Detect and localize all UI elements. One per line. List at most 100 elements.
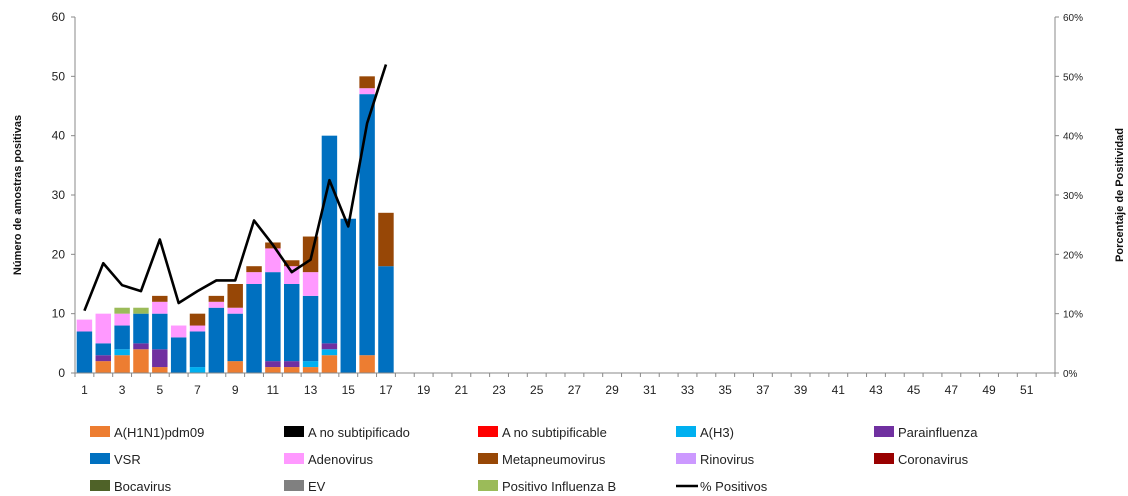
bar-segment-vsr-12 — [284, 284, 300, 362]
legend-label-positivos: % Positivos — [700, 479, 768, 494]
bar-segment-a-h1n1-pdm09-9 — [227, 361, 243, 373]
x-tick-label: 39 — [794, 383, 808, 397]
legend-swatch-coronavirus — [874, 453, 894, 464]
bar-segment-a-h1n1-pdm09-13 — [302, 367, 319, 373]
bar-segment-a-h1n1-pdm09-11 — [265, 367, 281, 373]
bar-segment-positivo-influenza-b-3 — [114, 307, 130, 314]
x-tick-label: 19 — [417, 383, 431, 397]
x-tick-label: 25 — [530, 383, 544, 397]
bar-segment-adenovirus-1 — [76, 319, 93, 332]
y2-tick-label: 10% — [1063, 310, 1083, 321]
bar-segment-metapneumovirus-7 — [189, 313, 206, 326]
legend-swatch-rinovirus — [676, 453, 696, 464]
y-tick-label: 60 — [52, 10, 66, 24]
x-tick-label: 17 — [379, 383, 393, 397]
legend-label-adenovirus: Adenovirus — [308, 452, 374, 467]
bar-segment-adenovirus-16 — [359, 88, 375, 95]
y-tick-label: 10 — [52, 307, 66, 321]
y2-tick-label: 0% — [1063, 369, 1078, 380]
bar-segment-vsr-17 — [378, 266, 394, 373]
x-tick-label: 27 — [568, 383, 582, 397]
y2-tick-label: 50% — [1063, 72, 1083, 83]
bar-segment-a-h3--14 — [321, 349, 338, 356]
bar-segment-a-h1n1-pdm09-12 — [284, 367, 300, 373]
bar-segment-vsr-11 — [265, 272, 281, 362]
legend-label-vsr: VSR — [114, 452, 141, 467]
legend-label-a-no-subtipificado: A no subtipificado — [308, 425, 410, 440]
bar-segment-adenovirus-13 — [302, 272, 319, 296]
legend-label-bocavirus: Bocavirus — [114, 479, 172, 494]
legend-swatch-a-h1n1-pdm09 — [90, 426, 110, 437]
bar-segment-vsr-5 — [152, 313, 168, 350]
bar-segment-a-h3--7 — [189, 367, 206, 373]
bar-segment-parainfluenza-5 — [152, 349, 168, 368]
x-tick-label: 47 — [945, 383, 959, 397]
y-tick-label: 40 — [52, 129, 66, 143]
x-tick-label: 23 — [492, 383, 506, 397]
x-tick-label: 7 — [194, 383, 201, 397]
legend-swatch-a-no-subtipificable — [478, 426, 498, 437]
x-tick-label: 37 — [756, 383, 770, 397]
bar-segment-a-h1n1-pdm09-4 — [133, 349, 149, 373]
bar-segment-a-h1n1-pdm09-14 — [321, 355, 338, 373]
bar-segment-vsr-13 — [302, 295, 319, 362]
bar-segment-a-h1n1-pdm09-16 — [359, 355, 375, 373]
bar-segment-metapneumovirus-5 — [152, 295, 168, 302]
bar-segment-adenovirus-7 — [189, 325, 206, 332]
bar-segment-vsr-2 — [95, 343, 111, 356]
bar-segment-parainfluenza-12 — [284, 361, 300, 368]
y2-axis-label: Porcentaje de Positividad — [1114, 128, 1126, 262]
bar-segment-adenovirus-2 — [95, 313, 111, 344]
legend-label-a-h3: A(H3) — [700, 425, 734, 440]
legend-label-a-h1n1-pdm09: A(H1N1)pdm09 — [114, 425, 204, 440]
legend-swatch-ev — [284, 480, 304, 491]
legend-swatch-a-h3 — [676, 426, 696, 437]
bar-segment-vsr-7 — [189, 331, 206, 368]
line-series-percent-positive — [83, 64, 388, 312]
x-tick-label: 11 — [267, 383, 280, 397]
bar-segment-metapneumovirus-16 — [359, 76, 375, 89]
line-layer — [83, 64, 388, 312]
bar-segment-vsr-9 — [227, 313, 243, 362]
legend-swatch-adenovirus — [284, 453, 304, 464]
bar-segment-adenovirus-10 — [246, 272, 262, 284]
x-tick-label: 5 — [156, 383, 163, 397]
bar-segment-a-h1n1-pdm09-5 — [152, 367, 168, 373]
legend-swatch-vsr — [90, 453, 110, 464]
bar-segment-vsr-10 — [246, 284, 262, 373]
bar-segment-adenovirus-8 — [208, 301, 225, 308]
bar-segment-metapneumovirus-12 — [284, 260, 300, 267]
x-tick-label: 21 — [455, 383, 469, 397]
y-tick-label: 30 — [52, 188, 66, 202]
x-tick-label: 51 — [1020, 383, 1034, 397]
bar-segment-parainfluenza-14 — [321, 343, 338, 350]
x-tick-label: 31 — [643, 383, 657, 397]
legend-label-metapneumovirus: Metapneumovirus — [502, 452, 606, 467]
bar-segment-vsr-16 — [359, 94, 375, 356]
x-tick-label: 29 — [605, 383, 619, 397]
y2-tick-label: 20% — [1063, 250, 1083, 261]
bar-segment-metapneumovirus-17 — [378, 212, 394, 267]
bar-segment-parainfluenza-11 — [265, 361, 281, 368]
x-tick-label: 41 — [832, 383, 846, 397]
legend-label-ev: EV — [308, 479, 326, 494]
bar-segment-metapneumovirus-8 — [208, 295, 225, 302]
bar-segment-metapneumovirus-10 — [246, 266, 262, 273]
legend-label-coronavirus: Coronavirus — [898, 452, 969, 467]
bar-segment-parainfluenza-4 — [133, 343, 149, 350]
bar-segment-vsr-3 — [114, 325, 130, 350]
y-axis-label: Número de amostras positivas — [12, 115, 24, 275]
x-tick-label: 1 — [81, 383, 88, 397]
bar-segment-a-h1n1-pdm09-2 — [95, 361, 111, 373]
bar-segment-vsr-4 — [133, 313, 149, 344]
legend-swatch-positivo-influenza-b — [478, 480, 498, 491]
bar-segment-vsr-14 — [321, 135, 338, 344]
legend-label-positivo-influenza-b: Positivo Influenza B — [502, 479, 616, 494]
bar-segment-vsr-15 — [340, 218, 356, 373]
y2-tick-label: 40% — [1063, 132, 1083, 143]
bar-segment-parainfluenza-2 — [95, 355, 111, 362]
legend-swatch-bocavirus — [90, 480, 110, 491]
legend-swatch-a-no-subtipificado — [284, 426, 304, 437]
